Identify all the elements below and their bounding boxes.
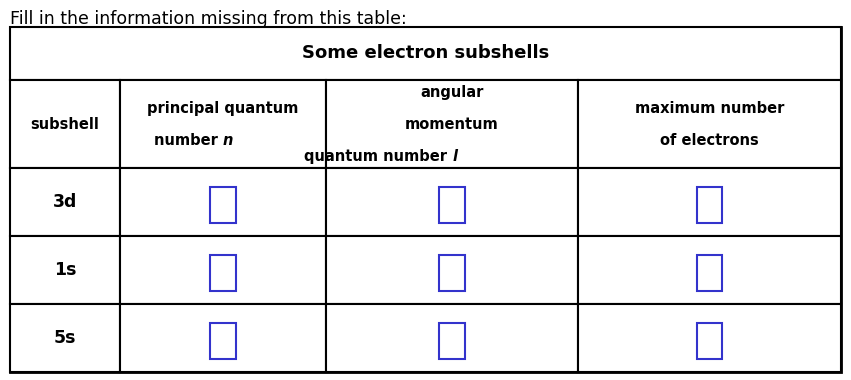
- Bar: [10, 236, 120, 304]
- Bar: [697, 255, 722, 291]
- Text: maximum number: maximum number: [635, 101, 785, 116]
- Bar: [120, 80, 326, 168]
- Bar: [120, 236, 326, 304]
- Bar: [10, 80, 120, 168]
- Text: 3d: 3d: [53, 193, 77, 211]
- Text: n: n: [223, 133, 233, 148]
- Bar: [579, 304, 841, 372]
- Text: Some electron subshells: Some electron subshells: [302, 44, 549, 62]
- Bar: [210, 323, 236, 359]
- Text: 1s: 1s: [54, 261, 77, 279]
- Bar: [439, 255, 465, 291]
- Bar: [326, 80, 579, 168]
- Bar: [10, 304, 120, 372]
- Bar: [579, 168, 841, 236]
- Bar: [326, 168, 579, 236]
- Bar: [439, 323, 465, 359]
- Bar: [326, 304, 579, 372]
- Text: number: number: [154, 133, 223, 148]
- Text: quantum number: quantum number: [304, 149, 452, 164]
- Bar: [697, 187, 722, 223]
- Bar: [579, 236, 841, 304]
- Bar: [697, 323, 722, 359]
- Bar: [10, 168, 120, 236]
- Bar: [10, 27, 841, 80]
- Text: 5s: 5s: [54, 329, 77, 347]
- Text: angular: angular: [420, 85, 483, 100]
- Bar: [326, 236, 579, 304]
- Bar: [210, 187, 236, 223]
- Text: momentum: momentum: [405, 117, 499, 132]
- Text: subshell: subshell: [31, 117, 100, 132]
- Bar: [439, 187, 465, 223]
- Text: Fill in the information missing from this table:: Fill in the information missing from thi…: [10, 10, 407, 27]
- Bar: [579, 80, 841, 168]
- Text: of electrons: of electrons: [660, 133, 759, 148]
- Bar: [210, 255, 236, 291]
- Text: l: l: [452, 149, 457, 164]
- Bar: [120, 168, 326, 236]
- Text: principal quantum: principal quantum: [147, 101, 299, 116]
- Bar: [120, 304, 326, 372]
